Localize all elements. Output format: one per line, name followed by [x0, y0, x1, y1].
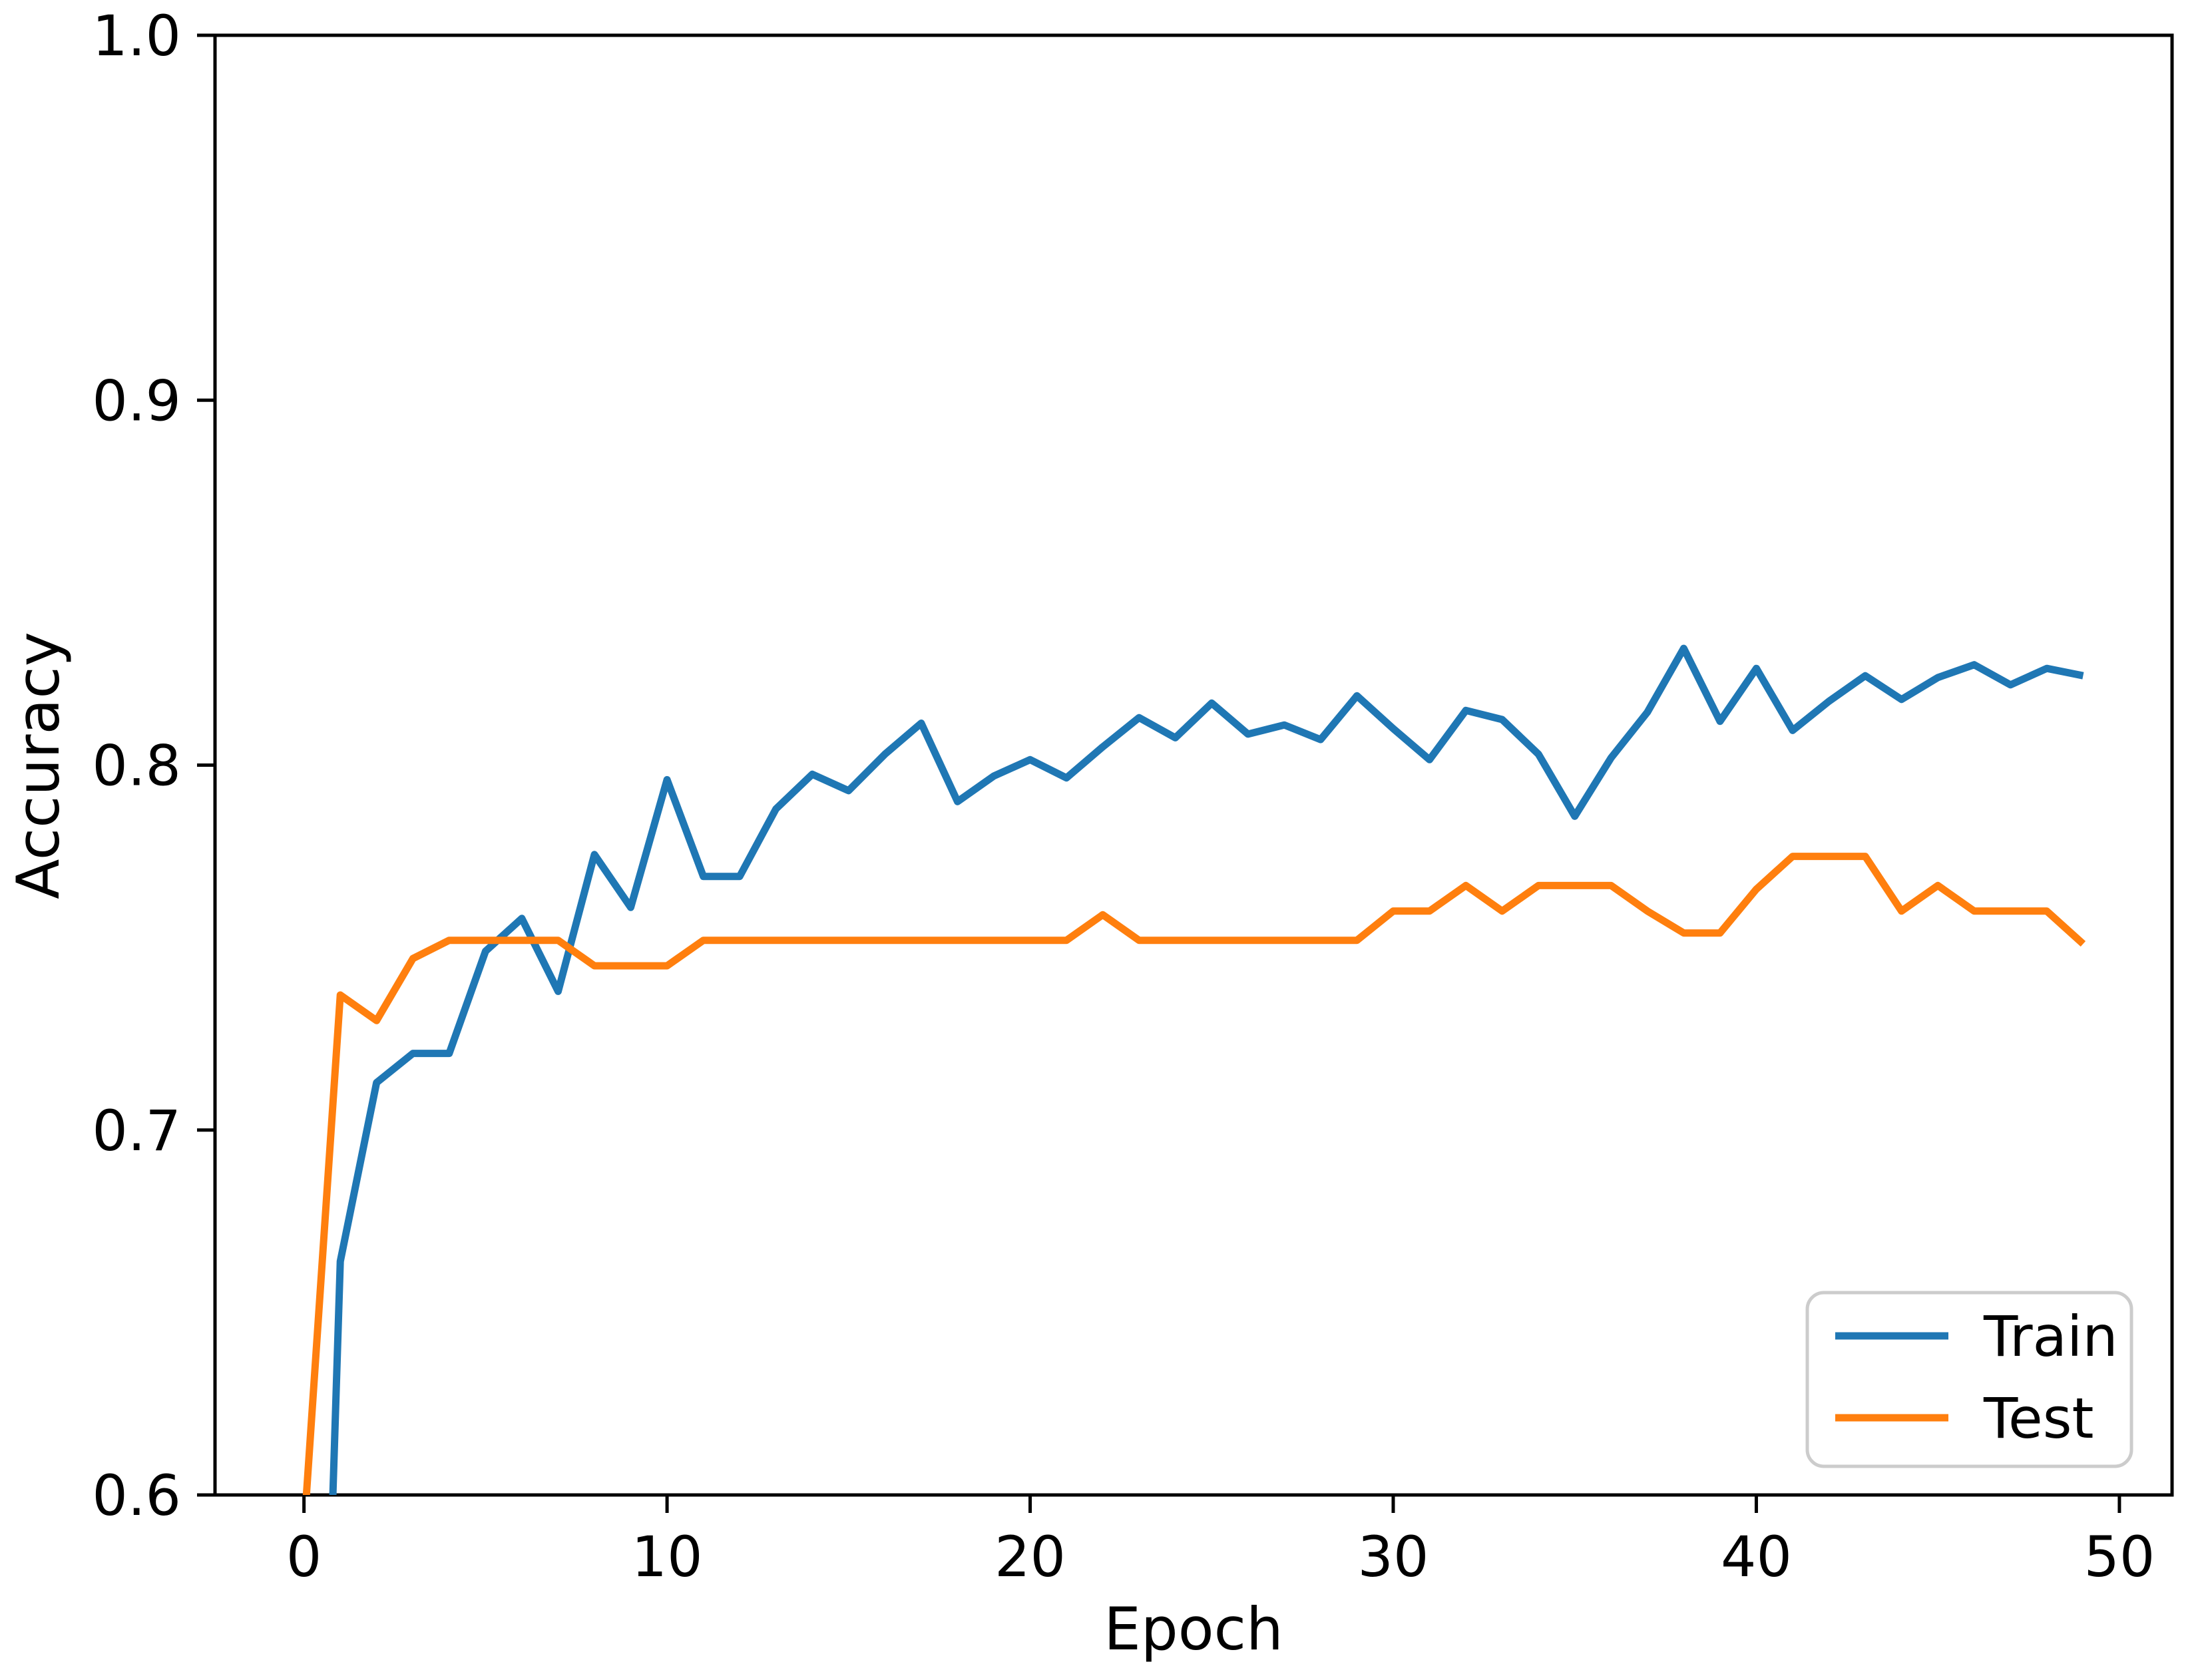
x-tick-label: 0 — [286, 1524, 322, 1589]
x-tick-label: 20 — [994, 1524, 1066, 1589]
axis-ticks: 0 10 20 30 40 50 0.6 0.7 0.8 0.9 1.0 — [92, 3, 2155, 1589]
x-tick-label: 10 — [632, 1524, 703, 1589]
x-tick-label: 30 — [1358, 1524, 1429, 1589]
x-tick-label: 50 — [2084, 1524, 2155, 1589]
y-axis-label: Accuracy — [4, 632, 73, 899]
legend: Train Test — [1805, 1291, 2133, 1468]
y-tick-label: 0.6 — [92, 1463, 181, 1528]
y-tick-label: 0.8 — [92, 734, 181, 799]
test-line — [302, 853, 2086, 1495]
x-axis-label: Epoch — [1104, 1595, 1283, 1663]
legend-label-train: Train — [1983, 1304, 2118, 1369]
data-lines — [302, 644, 2086, 1495]
plot-area — [213, 33, 2174, 1497]
train-line — [329, 644, 2084, 1495]
y-tick-label: 0.7 — [92, 1098, 181, 1163]
y-tick-label: 0.9 — [92, 368, 181, 433]
y-tick-label: 1.0 — [92, 3, 181, 69]
legend-label-test: Test — [1983, 1386, 2094, 1451]
x-tick-label: 40 — [1721, 1524, 1792, 1589]
